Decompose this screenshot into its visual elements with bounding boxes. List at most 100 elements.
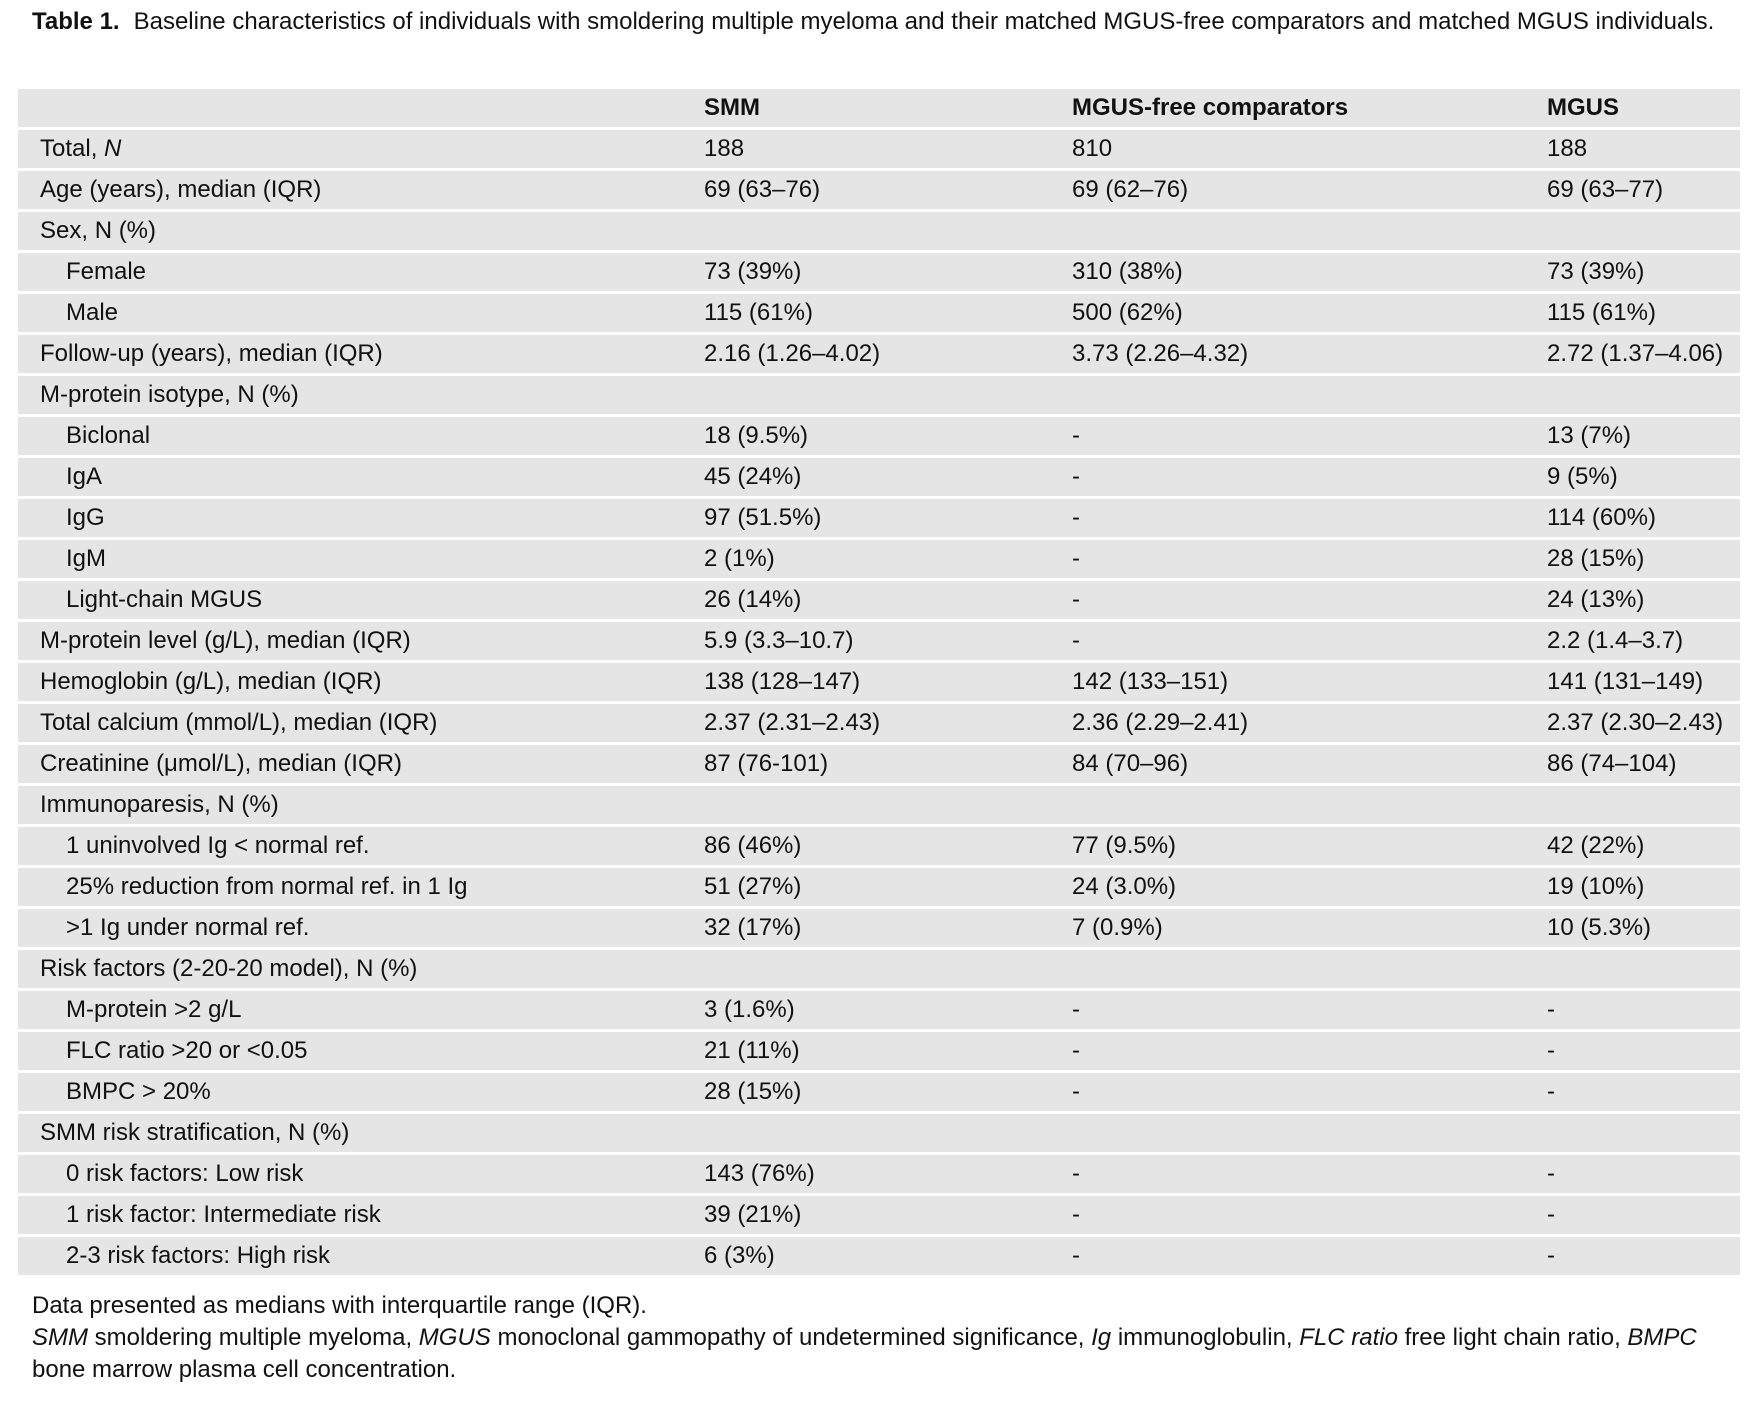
table-row: 1 uninvolved Ig < normal ref. 86 (46%) 77 … [18,827,1740,865]
abbreviation-term: BMPC [1627,1324,1697,1351]
cell-smm: 6 (3%) [704,1237,1072,1275]
cell-mgus [1547,1114,1740,1152]
row-label-text: 1 risk factor: Intermediate risk [66,1201,381,1228]
cell-mgus: 69 (63–77) [1547,171,1740,209]
cell-mgus: 73 (39%) [1547,253,1740,291]
row-label: IgG [18,499,704,537]
row-label: Female [18,253,704,291]
row-label-text: BMPC > 20% [66,1078,211,1105]
cell-mgus: 13 (7%) [1547,417,1740,455]
cell-mgus-free-comparators: 810 [1072,130,1547,168]
cell-smm: 28 (15%) [704,1073,1072,1111]
cell-mgus: - [1547,1237,1740,1275]
cell-mgus: - [1547,991,1740,1029]
cell-mgus-free-comparators: 84 (70–96) [1072,745,1547,783]
cell-mgus: 42 (22%) [1547,827,1740,865]
row-label-text: >1 Ig under normal ref. [66,914,310,941]
row-label-text: FLC ratio >20 or <0.05 [66,1037,308,1064]
row-label: Total calcium (mmol/L), median (IQR) [18,704,704,742]
table-row: Male 115 (61%) 500 (62%) 115 (61%) [18,294,1740,332]
table-row: >1 Ig under normal ref. 32 (17%) 7 (0.9%) 1… [18,909,1740,947]
table-caption-text: Baseline characteristics of individuals … [133,8,1715,35]
cell-mgus-free-comparators: 310 (38%) [1072,253,1547,291]
cell-mgus: 115 (61%) [1547,294,1740,332]
table-row: IgG 97 (51.5%) -114 (60%) [18,499,1740,537]
table-header-row: SMM MGUS-free comparators MGUS [18,89,1740,127]
cell-mgus-free-comparators [1072,1114,1547,1152]
row-label: 2-3 risk factors: High risk [18,1237,704,1275]
header-cell-mgus: MGUS [1547,89,1740,127]
table-row: Light-chain MGUS 26 (14%) -24 (13%) [18,581,1740,619]
cell-mgus-free-comparators: 500 (62%) [1072,294,1547,332]
table-body: Total, N 188 810 188 Age (years), median (IQ… [18,130,1740,1275]
cell-mgus-free-comparators: 77 (9.5%) [1072,827,1547,865]
cell-mgus-free-comparators [1072,786,1547,824]
cell-smm: 26 (14%) [704,581,1072,619]
table-row: Female 73 (39%) 310 (38%) 73 (39%) [18,253,1740,291]
abbreviation-definition: immunoglobulin, [1111,1324,1300,1351]
row-label-text: IgA [66,463,103,490]
table-row: 0 risk factors: Low risk 143 (76%) - - [18,1155,1740,1193]
row-label-text: 1 uninvolved Ig < normal ref. [66,832,370,859]
abbreviation-definition: bone marrow plasma cell concentration. [32,1356,457,1383]
abbreviation-definition: monoclonal gammopathy of undetermined si… [490,1324,1092,1351]
row-label-text: 2-3 risk factors: High risk [66,1242,331,1269]
table-row: 2-3 risk factors: High risk 6 (3%) - - [18,1237,1740,1275]
cell-mgus: 9 (5%) [1547,458,1740,496]
row-label-text: Immunoparesis, N (%) [40,791,279,818]
table-row: Follow-up (years), median (IQR) 2.16 (1.2… [18,335,1740,373]
cell-smm [704,786,1072,824]
cell-smm: 5.9 (3.3–10.7) [704,622,1072,660]
row-label-text: SMM risk stratification, N (%) [40,1119,350,1146]
row-label-text: 25% reduction from normal ref. in 1 Ig [66,873,468,900]
abbreviation-definition: free light chain ratio, [1397,1324,1628,1351]
cell-smm [704,376,1072,414]
cell-mgus-free-comparators: - [1072,1237,1547,1275]
cell-mgus-free-comparators [1072,950,1547,988]
row-label-text: Creatinine (μmol/L), median (IQR) [40,750,402,777]
table-row: Immunoparesis, N (%) [18,786,1740,824]
cell-smm: 2.16 (1.26–4.02) [704,335,1072,373]
table-row: 1 risk factor: Intermediate risk 39 (21%)… [18,1196,1740,1234]
abbreviation-term: FLC ratio [1299,1324,1398,1351]
cell-mgus-free-comparators: - [1072,458,1547,496]
cell-mgus-free-comparators [1072,212,1547,250]
table-row: Creatinine (μmol/L), median (IQR) 87 (76-… [18,745,1740,783]
cell-mgus [1547,376,1740,414]
table-row: Hemoglobin (g/L), median (IQR) 138 (128–1… [18,663,1740,701]
abbreviation-definition: smoldering multiple myeloma, [88,1324,419,1351]
row-label: Sex, N (%) [18,212,704,250]
row-label: Light-chain MGUS [18,581,704,619]
cell-smm: 2 (1%) [704,540,1072,578]
cell-smm: 3 (1.6%) [704,991,1072,1029]
row-label-text: Hemoglobin (g/L), median (IQR) [40,668,382,695]
cell-mgus: 2.72 (1.37–4.06) [1547,335,1740,373]
table-row: IgA 45 (24%) -9 (5%) [18,458,1740,496]
cell-mgus: - [1547,1196,1740,1234]
table-row: M-protein >2 g/L 3 (1.6%) - - [18,991,1740,1029]
row-label: IgM [18,540,704,578]
header-cell-smm: SMM [704,89,1072,127]
row-label-text: Light-chain MGUS [66,586,263,613]
row-label-text: IgG [66,504,105,531]
table-row: M-protein level (g/L), median (IQR) 5.9 (… [18,622,1740,660]
table-row: Total, N 188 810 188 [18,130,1740,168]
header-cell-mgus-free-comparators: MGUS-free comparators [1072,89,1547,127]
cell-smm: 87 (76-101) [704,745,1072,783]
table-row: SMM risk stratification, N (%) [18,1114,1740,1152]
table-row: M-protein isotype, N (%) [18,376,1740,414]
cell-smm: 86 (46%) [704,827,1072,865]
row-label-text: M-protein level (g/L), median (IQR) [40,627,411,654]
row-label-text: Total calcium (mmol/L), median (IQR) [40,709,438,736]
cell-mgus: 2.37 (2.30–2.43) [1547,704,1740,742]
cell-mgus-free-comparators: - [1072,499,1547,537]
cell-mgus-free-comparators: - [1072,1196,1547,1234]
cell-smm: 32 (17%) [704,909,1072,947]
cell-mgus-free-comparators: 69 (62–76) [1072,171,1547,209]
table-caption: Table 1. Baseline characteristics of indi… [32,6,1732,38]
row-label-text: Biclonal [66,422,151,449]
row-label: 25% reduction from normal ref. in 1 Ig [18,868,704,906]
cell-mgus: 188 [1547,130,1740,168]
cell-mgus: 19 (10%) [1547,868,1740,906]
